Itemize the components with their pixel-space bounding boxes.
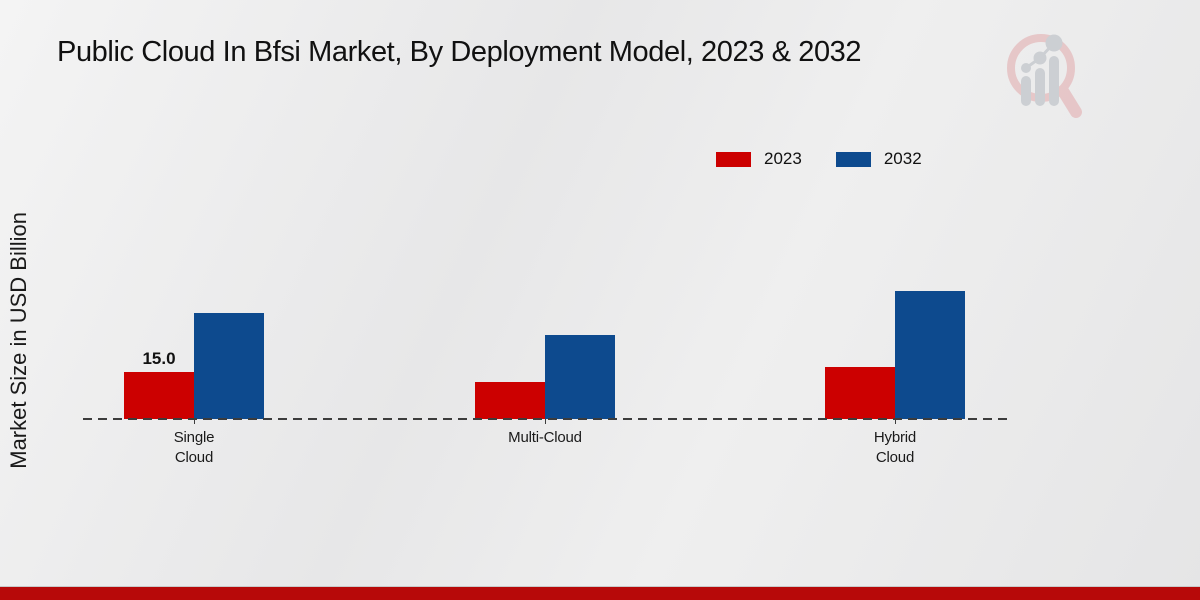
zero-baseline (83, 418, 1008, 420)
bar-2023-single-cloud (124, 372, 194, 419)
legend-swatch-2032 (835, 151, 871, 167)
bar-2032-multi-cloud (545, 335, 615, 419)
chart-title: Public Cloud In Bfsi Market, By Deployme… (57, 36, 862, 68)
bar-2023-multi-cloud (475, 382, 545, 419)
y-axis-label: Market Size in USD Billion (6, 211, 31, 469)
bar-2032-single-cloud (194, 313, 264, 419)
bar-2023-hybrid-cloud (825, 367, 895, 419)
footer-accent-bar (0, 586, 1200, 600)
x-tick (895, 419, 896, 424)
x-tick-label-multi-cloud: Multi-Cloud (508, 429, 582, 446)
y-axis-label-wrap: Market Size in USD Billion (0, 170, 38, 510)
legend-swatch-2023 (716, 151, 751, 167)
x-tick-label-single-cloud: Single Cloud (173, 429, 215, 466)
legend-item-2023: 2023 (716, 149, 802, 169)
magnifier-bar-chart-logo-icon (1007, 34, 1082, 118)
legend-label-2032: 2032 (883, 149, 922, 168)
plot-area: Single Cloud Multi-Cloud Hybrid Cloud 15.0 (83, 0, 1008, 466)
bar-value-label: 15.0 (142, 349, 176, 368)
x-tick (545, 419, 546, 424)
legend-item-2032: 2032 (835, 149, 922, 169)
x-tick-label-hybrid-cloud: Hybrid Cloud (873, 429, 917, 466)
bar-2032-hybrid-cloud (895, 291, 965, 419)
x-tick (194, 419, 195, 424)
legend: 2023 2032 (716, 148, 922, 170)
legend-label-2023: 2023 (764, 149, 802, 168)
